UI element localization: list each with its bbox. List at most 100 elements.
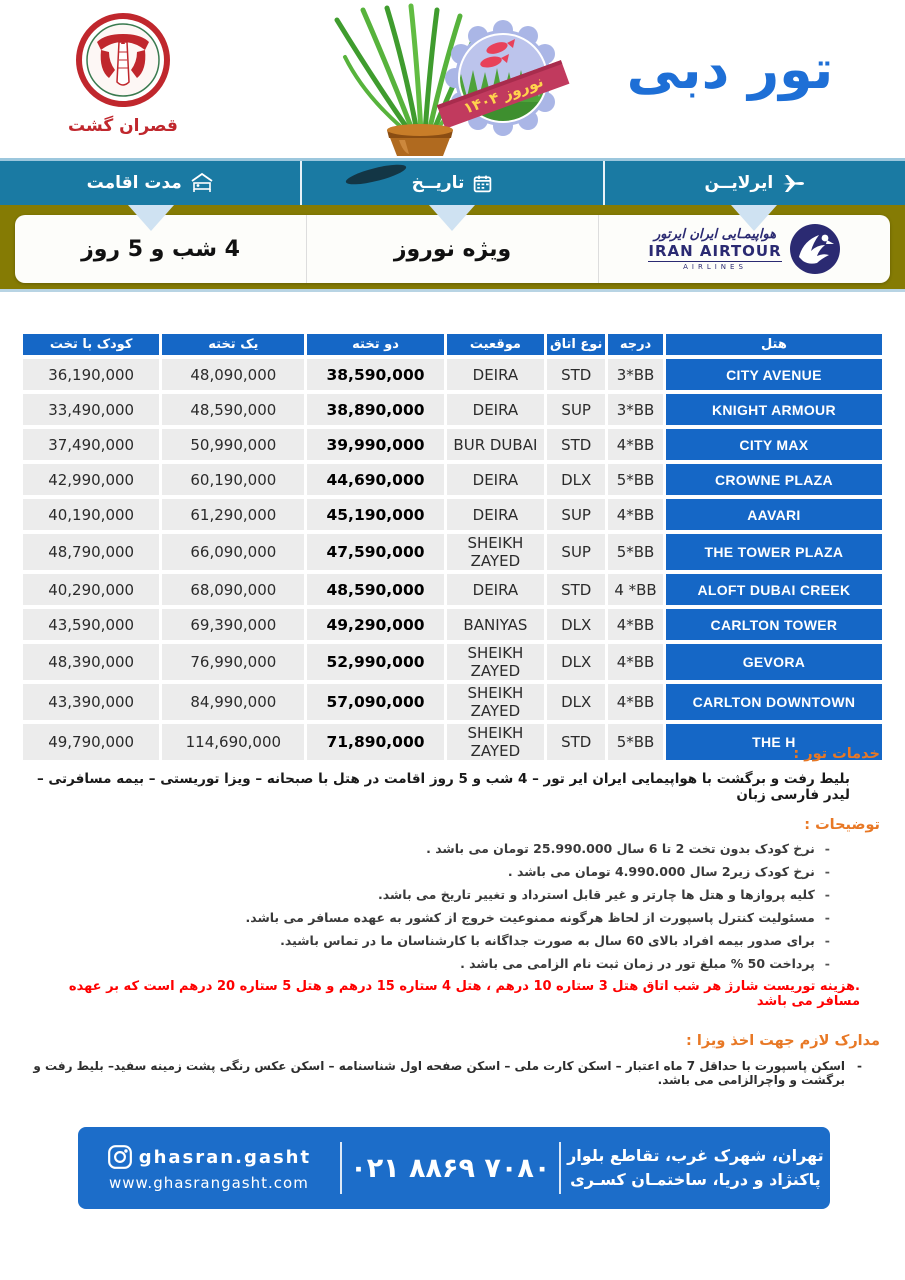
child-price-cell: 43,390,000 <box>23 684 160 720</box>
header-room: نوع اتاق <box>547 334 606 355</box>
header-location: موقعیت <box>446 334 545 355</box>
grade-cell: 4*BB <box>608 644 663 680</box>
info-bar-date: تاریــخ <box>302 161 605 205</box>
footer-address: تهران، شهرک غرب، تقاطع بلوار پاکنژاد و د… <box>561 1144 830 1192</box>
table-row: CITY MAX 4*BB STD BUR DUBAI 39,990,000 5… <box>23 429 882 460</box>
agency-name: قصران گشت <box>68 116 178 136</box>
grade-cell: 4 *BB <box>608 574 663 605</box>
duration-value: 4 شب و 5 روز <box>81 236 240 262</box>
info-bar-airline: ایرلایــن <box>605 161 905 205</box>
duration-label: مدت اقامت <box>86 173 182 193</box>
duration-value-section: 4 شب و 5 روز <box>15 215 307 283</box>
double-price-cell: 71,890,000 <box>307 724 444 760</box>
header-grade: درجه <box>608 334 663 355</box>
grade-cell: 3*BB <box>608 359 663 390</box>
child-price-cell: 48,790,000 <box>23 534 160 570</box>
bullet-dash: - <box>824 887 830 902</box>
bullet-dash: - <box>824 864 830 879</box>
table-row: KNIGHT ARMOUR 3*BB SUP DEIRA 38,890,000 … <box>23 394 882 425</box>
pointer-triangle <box>731 205 777 231</box>
date-value: ویژه نوروز <box>393 236 512 262</box>
nowruz-ribbon: نوروز ۱۴۰۴ <box>436 60 570 129</box>
note-item: - پرداخت 50 % مبلغ تور در زمان ثبت نام ا… <box>25 956 830 971</box>
bullet-dash: - <box>824 933 830 948</box>
table-row: CITY AVENUE 3*BB STD DEIRA 38,590,000 48… <box>23 359 882 390</box>
info-bar: ایرلایــن تاریــخ مدت اقامت <box>0 158 905 205</box>
single-price-cell: 114,690,000 <box>162 724 305 760</box>
note-item: - کلیه پروازها و هتل ها چارتر و غیر قابل… <box>25 887 830 902</box>
price-table-wrap: هتل درجه نوع اتاق موقعیت دو تخته یک تخته… <box>20 330 885 764</box>
hotel-name-cell: THE H <box>665 724 882 760</box>
note-item: - برای صدور بیمه افراد بالای 60 سال به ص… <box>25 933 830 948</box>
page-title: تور دبی <box>626 38 834 101</box>
double-price-cell: 38,890,000 <box>307 394 444 425</box>
double-price-cell: 39,990,000 <box>307 429 444 460</box>
footer-social: ghasran.gasht www.ghasrangasht.com <box>78 1144 340 1192</box>
location-cell: DEIRA <box>446 499 545 530</box>
bullet-dash: - <box>824 956 830 971</box>
room-type-cell: STD <box>547 574 606 605</box>
airline-label: ایرلایــن <box>704 173 774 193</box>
room-type-cell: STD <box>547 359 606 390</box>
note-item: - نرخ کودک زیر2 سال 4.990.000 تومان می ب… <box>25 864 830 879</box>
note-text: کلیه پروازها و هتل ها چارتر و غیر قابل ا… <box>378 887 815 902</box>
grade-cell: 5*BB <box>608 464 663 495</box>
note-item: - نرخ کودک بدون تخت 2 تا 6 سال 25.990.00… <box>25 841 830 856</box>
hotel-name-cell: KNIGHT ARMOUR <box>665 394 882 425</box>
nowruz-badge-icon: نوروز ۱۴۰۴ <box>436 20 570 136</box>
visa-text: اسکن پاسپورت با حداقل 7 ماه اعتبار – اسک… <box>33 1059 846 1087</box>
note-text: برای صدور بیمه افراد بالای 60 سال به صور… <box>280 933 815 948</box>
child-price-cell: 33,490,000 <box>23 394 160 425</box>
double-price-cell: 38,590,000 <box>307 359 444 390</box>
grade-cell: 4*BB <box>608 429 663 460</box>
website-url: www.ghasrangasht.com <box>109 1174 309 1192</box>
calendar-icon <box>474 175 492 192</box>
single-price-cell: 50,990,000 <box>162 429 305 460</box>
grade-cell: 3*BB <box>608 394 663 425</box>
room-type-cell: DLX <box>547 609 606 640</box>
location-cell: DEIRA <box>446 394 545 425</box>
single-price-cell: 48,090,000 <box>162 359 305 390</box>
child-price-cell: 36,190,000 <box>23 359 160 390</box>
footer-divider <box>558 1142 561 1194</box>
single-price-cell: 84,990,000 <box>162 684 305 720</box>
bullet-dash: - <box>824 910 830 925</box>
header-double: دو تخته <box>307 334 444 355</box>
sabzeh-pot-icon <box>387 124 453 156</box>
table-row: CARLTON TOWER 4*BB DLX BANIYAS 49,290,00… <box>23 609 882 640</box>
instagram-handle: ghasran.gasht <box>138 1146 312 1168</box>
instagram-icon <box>107 1145 132 1169</box>
grade-cell: 4*BB <box>608 684 663 720</box>
agency-logo: قصران گشت <box>58 12 188 136</box>
hotel-name-cell: THE TOWER PLAZA <box>665 534 882 570</box>
note-text: مسئولیت کنترل پاسپورت از لحاظ هرگونه ممن… <box>245 910 815 925</box>
grade-cell: 5*BB <box>608 724 663 760</box>
double-price-cell: 45,190,000 <box>307 499 444 530</box>
room-type-cell: SUP <box>547 394 606 425</box>
hotel-name-cell: CITY AVENUE <box>665 359 882 390</box>
header-hotel: هتل <box>665 334 882 355</box>
single-price-cell: 66,090,000 <box>162 534 305 570</box>
homa-bird-icon <box>789 224 840 274</box>
table-header-row: هتل درجه نوع اتاق موقعیت دو تخته یک تخته… <box>23 334 882 355</box>
location-cell: SHEIKH ZAYED <box>446 644 545 680</box>
details-content: خدمات تور : بلیط رفت و برگشت با هواپیمای… <box>25 742 880 1087</box>
double-price-cell: 49,290,000 <box>307 609 444 640</box>
footer-divider <box>339 1142 342 1194</box>
bed-icon <box>191 172 213 192</box>
room-type-cell: DLX <box>547 684 606 720</box>
hotel-name-cell: GEVORA <box>665 644 882 680</box>
visa-requirements: - اسکن پاسپورت با حداقل 7 ماه اعتبار – ا… <box>25 1059 880 1087</box>
bullet-dash: - <box>857 1059 862 1073</box>
table-row: CARLTON DOWNTOWN 4*BB DLX SHEIKH ZAYED 5… <box>23 684 882 720</box>
room-type-cell: SUP <box>547 499 606 530</box>
visa-title: مدارک لازم جهت اخذ ویزا : <box>686 1033 880 1049</box>
footer-contact-bar: تهران، شهرک غرب، تقاطع بلوار پاکنژاد و د… <box>78 1127 830 1209</box>
double-price-cell: 57,090,000 <box>307 684 444 720</box>
info-bar-duration: مدت اقامت <box>0 161 303 205</box>
single-price-cell: 68,090,000 <box>162 574 305 605</box>
price-table: هتل درجه نوع اتاق موقعیت دو تخته یک تخته… <box>20 330 885 764</box>
child-price-cell: 37,490,000 <box>23 429 160 460</box>
single-price-cell: 48,590,000 <box>162 394 305 425</box>
nowruz-decoration: نوروز ۱۴۰۴ <box>315 2 580 158</box>
